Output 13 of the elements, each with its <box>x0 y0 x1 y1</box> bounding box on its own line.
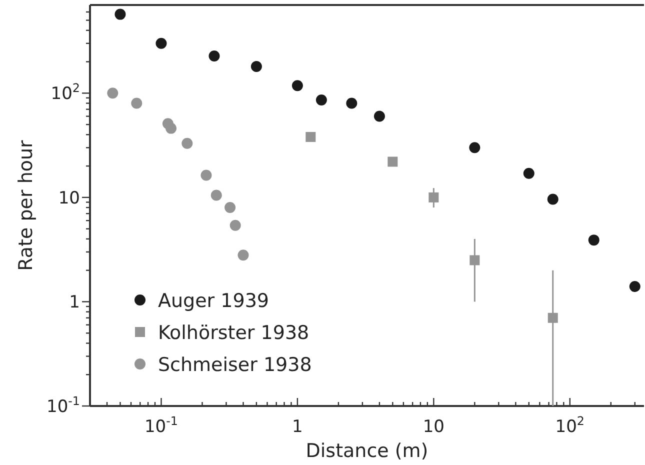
y-axis-title: Rate per hour <box>15 140 37 271</box>
y-tick-label: 10$^{-1}$ <box>46 394 80 417</box>
x-tick-label: 1 <box>292 417 303 437</box>
x-tick-label: 10$^{-1}$ <box>144 414 178 437</box>
y-tick-label: 10$^{2}$ <box>50 81 80 104</box>
legend-label: Auger 1939 <box>158 290 269 312</box>
y-tick-label: 10 <box>58 188 80 208</box>
x-tick-label: 10 <box>422 417 444 437</box>
x-tick-label: 10$^{2}$ <box>555 414 584 437</box>
x-axis-title: Distance (m) <box>306 440 428 462</box>
legend-label: Kolhörster 1938 <box>158 322 310 344</box>
legend-label: Schmeiser 1938 <box>158 354 312 376</box>
y-tick-label: 1 <box>69 292 80 313</box>
